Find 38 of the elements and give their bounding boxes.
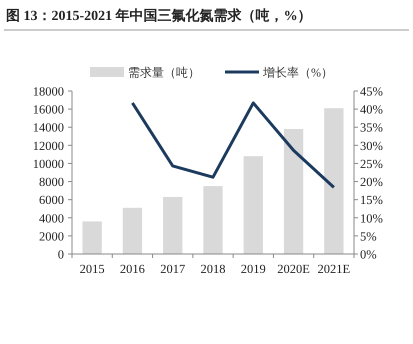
legend-label: 需求量（吨） xyxy=(128,66,200,80)
y-tick-label: 16000 xyxy=(32,102,64,117)
x-tick-label: 2019 xyxy=(240,262,266,276)
y-tick-label: 4000 xyxy=(39,211,64,226)
y2-tick-label: 30% xyxy=(360,138,383,153)
bar xyxy=(203,186,223,254)
y-tick-label: 0 xyxy=(58,248,64,262)
chart-title: 图 13：2015-2021 年中国三氟化氮需求（吨，%） xyxy=(6,8,312,24)
y2-tick-label: 40% xyxy=(360,102,383,117)
x-tick-label: 2015 xyxy=(80,262,105,276)
y2-tick-label: 45% xyxy=(360,84,383,98)
y-tick-label: 18000 xyxy=(32,84,64,98)
y2-tick-label: 20% xyxy=(360,175,383,190)
y-tick-label: 8000 xyxy=(39,175,64,190)
y-tick-label: 14000 xyxy=(32,120,64,135)
x-tick-label: 2021E xyxy=(318,262,351,276)
y2-tick-label: 5% xyxy=(360,229,377,244)
y2-tick-label: 0% xyxy=(360,248,377,262)
y2-tick-label: 15% xyxy=(360,193,383,208)
y-tick-label: 10000 xyxy=(32,156,64,171)
bar xyxy=(324,108,344,254)
y2-tick-label: 25% xyxy=(360,156,383,171)
bar xyxy=(122,208,142,254)
bar xyxy=(163,196,182,254)
x-tick-label: 2018 xyxy=(200,262,226,276)
y-tick-label: 2000 xyxy=(39,229,64,244)
x-tick-label: 2020E xyxy=(277,262,310,276)
y-tick-label: 12000 xyxy=(32,138,64,153)
y-tick-label: 6000 xyxy=(39,193,64,208)
bar xyxy=(244,156,263,254)
x-tick-label: 2017 xyxy=(160,262,186,276)
bar xyxy=(284,129,304,254)
legend-label: 增长率（%） xyxy=(262,66,333,80)
y2-tick-label: 10% xyxy=(360,211,383,226)
x-tick-label: 2016 xyxy=(120,262,145,276)
bar xyxy=(82,221,102,254)
line-series xyxy=(130,101,336,189)
y2-tick-label: 35% xyxy=(360,120,383,135)
